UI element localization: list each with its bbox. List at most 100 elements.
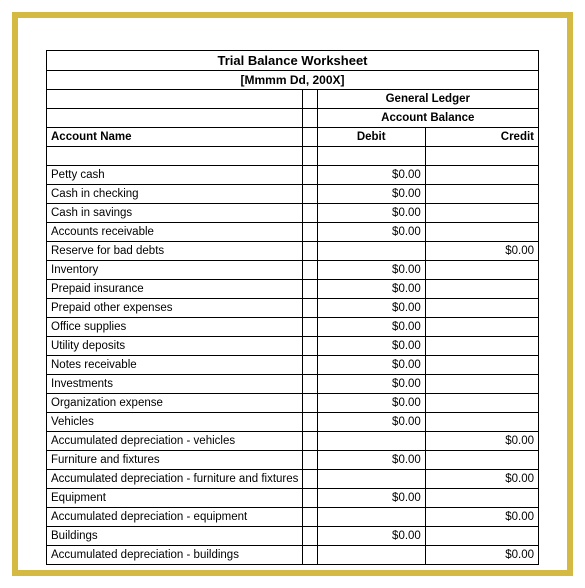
spacer-cell <box>302 375 317 394</box>
spacer-cell <box>302 223 317 242</box>
credit-cell <box>425 318 538 337</box>
header-row-3: Account Name Debit Credit <box>47 128 539 147</box>
debit-cell: $0.00 <box>317 166 425 185</box>
account-name-cell: Buildings <box>47 527 303 546</box>
debit-cell: $0.00 <box>317 375 425 394</box>
spacer-cell <box>302 413 317 432</box>
debit-cell: $0.00 <box>317 261 425 280</box>
empty-cell <box>425 147 538 166</box>
title-row: Trial Balance Worksheet <box>47 51 539 71</box>
spacer-cell <box>302 166 317 185</box>
table-row: Cash in savings$0.00 <box>47 204 539 223</box>
debit-cell: $0.00 <box>317 451 425 470</box>
credit-cell <box>425 375 538 394</box>
credit-cell <box>425 185 538 204</box>
debit-cell: $0.00 <box>317 527 425 546</box>
account-name-cell: Accumulated depreciation - vehicles <box>47 432 303 451</box>
account-name-cell: Vehicles <box>47 413 303 432</box>
account-name-cell: Utility deposits <box>47 337 303 356</box>
credit-header: Credit <box>425 128 538 147</box>
header-row-2: Account Balance <box>47 109 539 128</box>
table-row: Equipment$0.00 <box>47 489 539 508</box>
empty-cell <box>302 109 317 128</box>
account-name-cell: Cash in checking <box>47 185 303 204</box>
table-row: Prepaid insurance $0.00 <box>47 280 539 299</box>
debit-cell: $0.00 <box>317 204 425 223</box>
table-row: Accounts receivable$0.00 <box>47 223 539 242</box>
empty-cell <box>47 109 303 128</box>
account-name-cell: Organization expense <box>47 394 303 413</box>
spacer-cell <box>302 337 317 356</box>
debit-cell: $0.00 <box>317 413 425 432</box>
table-row: Accumulated depreciation - furniture and… <box>47 470 539 489</box>
subtitle-row: [Mmmm Dd, 200X] <box>47 71 539 90</box>
table-row: Investments $0.00 <box>47 375 539 394</box>
spacer-cell <box>302 356 317 375</box>
spacer-cell <box>302 318 317 337</box>
credit-cell: $0.00 <box>425 242 538 261</box>
account-name-cell: Accumulated depreciation - buildings <box>47 546 303 565</box>
worksheet-title: Trial Balance Worksheet <box>47 51 539 71</box>
debit-cell: $0.00 <box>317 223 425 242</box>
account-name-cell: Office supplies <box>47 318 303 337</box>
account-name-cell: Prepaid other expenses <box>47 299 303 318</box>
spacer-cell <box>302 451 317 470</box>
debit-cell <box>317 242 425 261</box>
credit-cell <box>425 204 538 223</box>
empty-cell <box>302 147 317 166</box>
debit-header: Debit <box>317 128 425 147</box>
spacer-cell <box>302 527 317 546</box>
debit-cell <box>317 432 425 451</box>
debit-cell <box>317 470 425 489</box>
empty-cell <box>47 90 303 109</box>
table-row: Petty cash $0.00 <box>47 166 539 185</box>
debit-cell <box>317 508 425 527</box>
account-name-cell: Investments <box>47 375 303 394</box>
document-frame: Trial Balance Worksheet [Mmmm Dd, 200X] … <box>12 12 573 576</box>
credit-cell: $0.00 <box>425 470 538 489</box>
account-name-cell: Petty cash <box>47 166 303 185</box>
spacer-cell <box>302 280 317 299</box>
table-row: Office supplies$0.00 <box>47 318 539 337</box>
debit-cell: $0.00 <box>317 280 425 299</box>
spacer-cell <box>302 185 317 204</box>
table-row: Vehicles $0.00 <box>47 413 539 432</box>
table-row: Cash in checking$0.00 <box>47 185 539 204</box>
spacer-cell <box>302 204 317 223</box>
credit-cell <box>425 394 538 413</box>
trial-balance-table: Trial Balance Worksheet [Mmmm Dd, 200X] … <box>46 50 539 565</box>
credit-cell <box>425 356 538 375</box>
spacer-cell <box>302 299 317 318</box>
spacer-cell <box>302 546 317 565</box>
credit-cell <box>425 261 538 280</box>
empty-cell <box>302 90 317 109</box>
spacer-cell <box>302 489 317 508</box>
account-name-cell: Reserve for bad debts <box>47 242 303 261</box>
debit-cell: $0.00 <box>317 394 425 413</box>
credit-cell <box>425 413 538 432</box>
credit-cell <box>425 280 538 299</box>
credit-cell <box>425 299 538 318</box>
account-name-cell: Accumulated depreciation - furniture and… <box>47 470 303 489</box>
worksheet-date: [Mmmm Dd, 200X] <box>47 71 539 90</box>
empty-cell <box>317 147 425 166</box>
account-name-cell: Inventory <box>47 261 303 280</box>
empty-cell <box>47 147 303 166</box>
credit-cell: $0.00 <box>425 432 538 451</box>
account-name-cell: Notes receivable <box>47 356 303 375</box>
spacer-cell <box>302 242 317 261</box>
table-row: Notes receivable $0.00 <box>47 356 539 375</box>
table-row: Accumulated depreciation - vehicles $0.00 <box>47 432 539 451</box>
debit-cell: $0.00 <box>317 299 425 318</box>
spacer-cell <box>302 470 317 489</box>
credit-cell <box>425 527 538 546</box>
spacer-cell <box>302 508 317 527</box>
debit-cell: $0.00 <box>317 356 425 375</box>
spacer-cell <box>302 432 317 451</box>
table-row: Utility deposits$0.00 <box>47 337 539 356</box>
credit-cell <box>425 337 538 356</box>
credit-cell <box>425 489 538 508</box>
account-name-cell: Prepaid insurance <box>47 280 303 299</box>
table-row: Reserve for bad debts $0.00 <box>47 242 539 261</box>
debit-cell: $0.00 <box>317 489 425 508</box>
